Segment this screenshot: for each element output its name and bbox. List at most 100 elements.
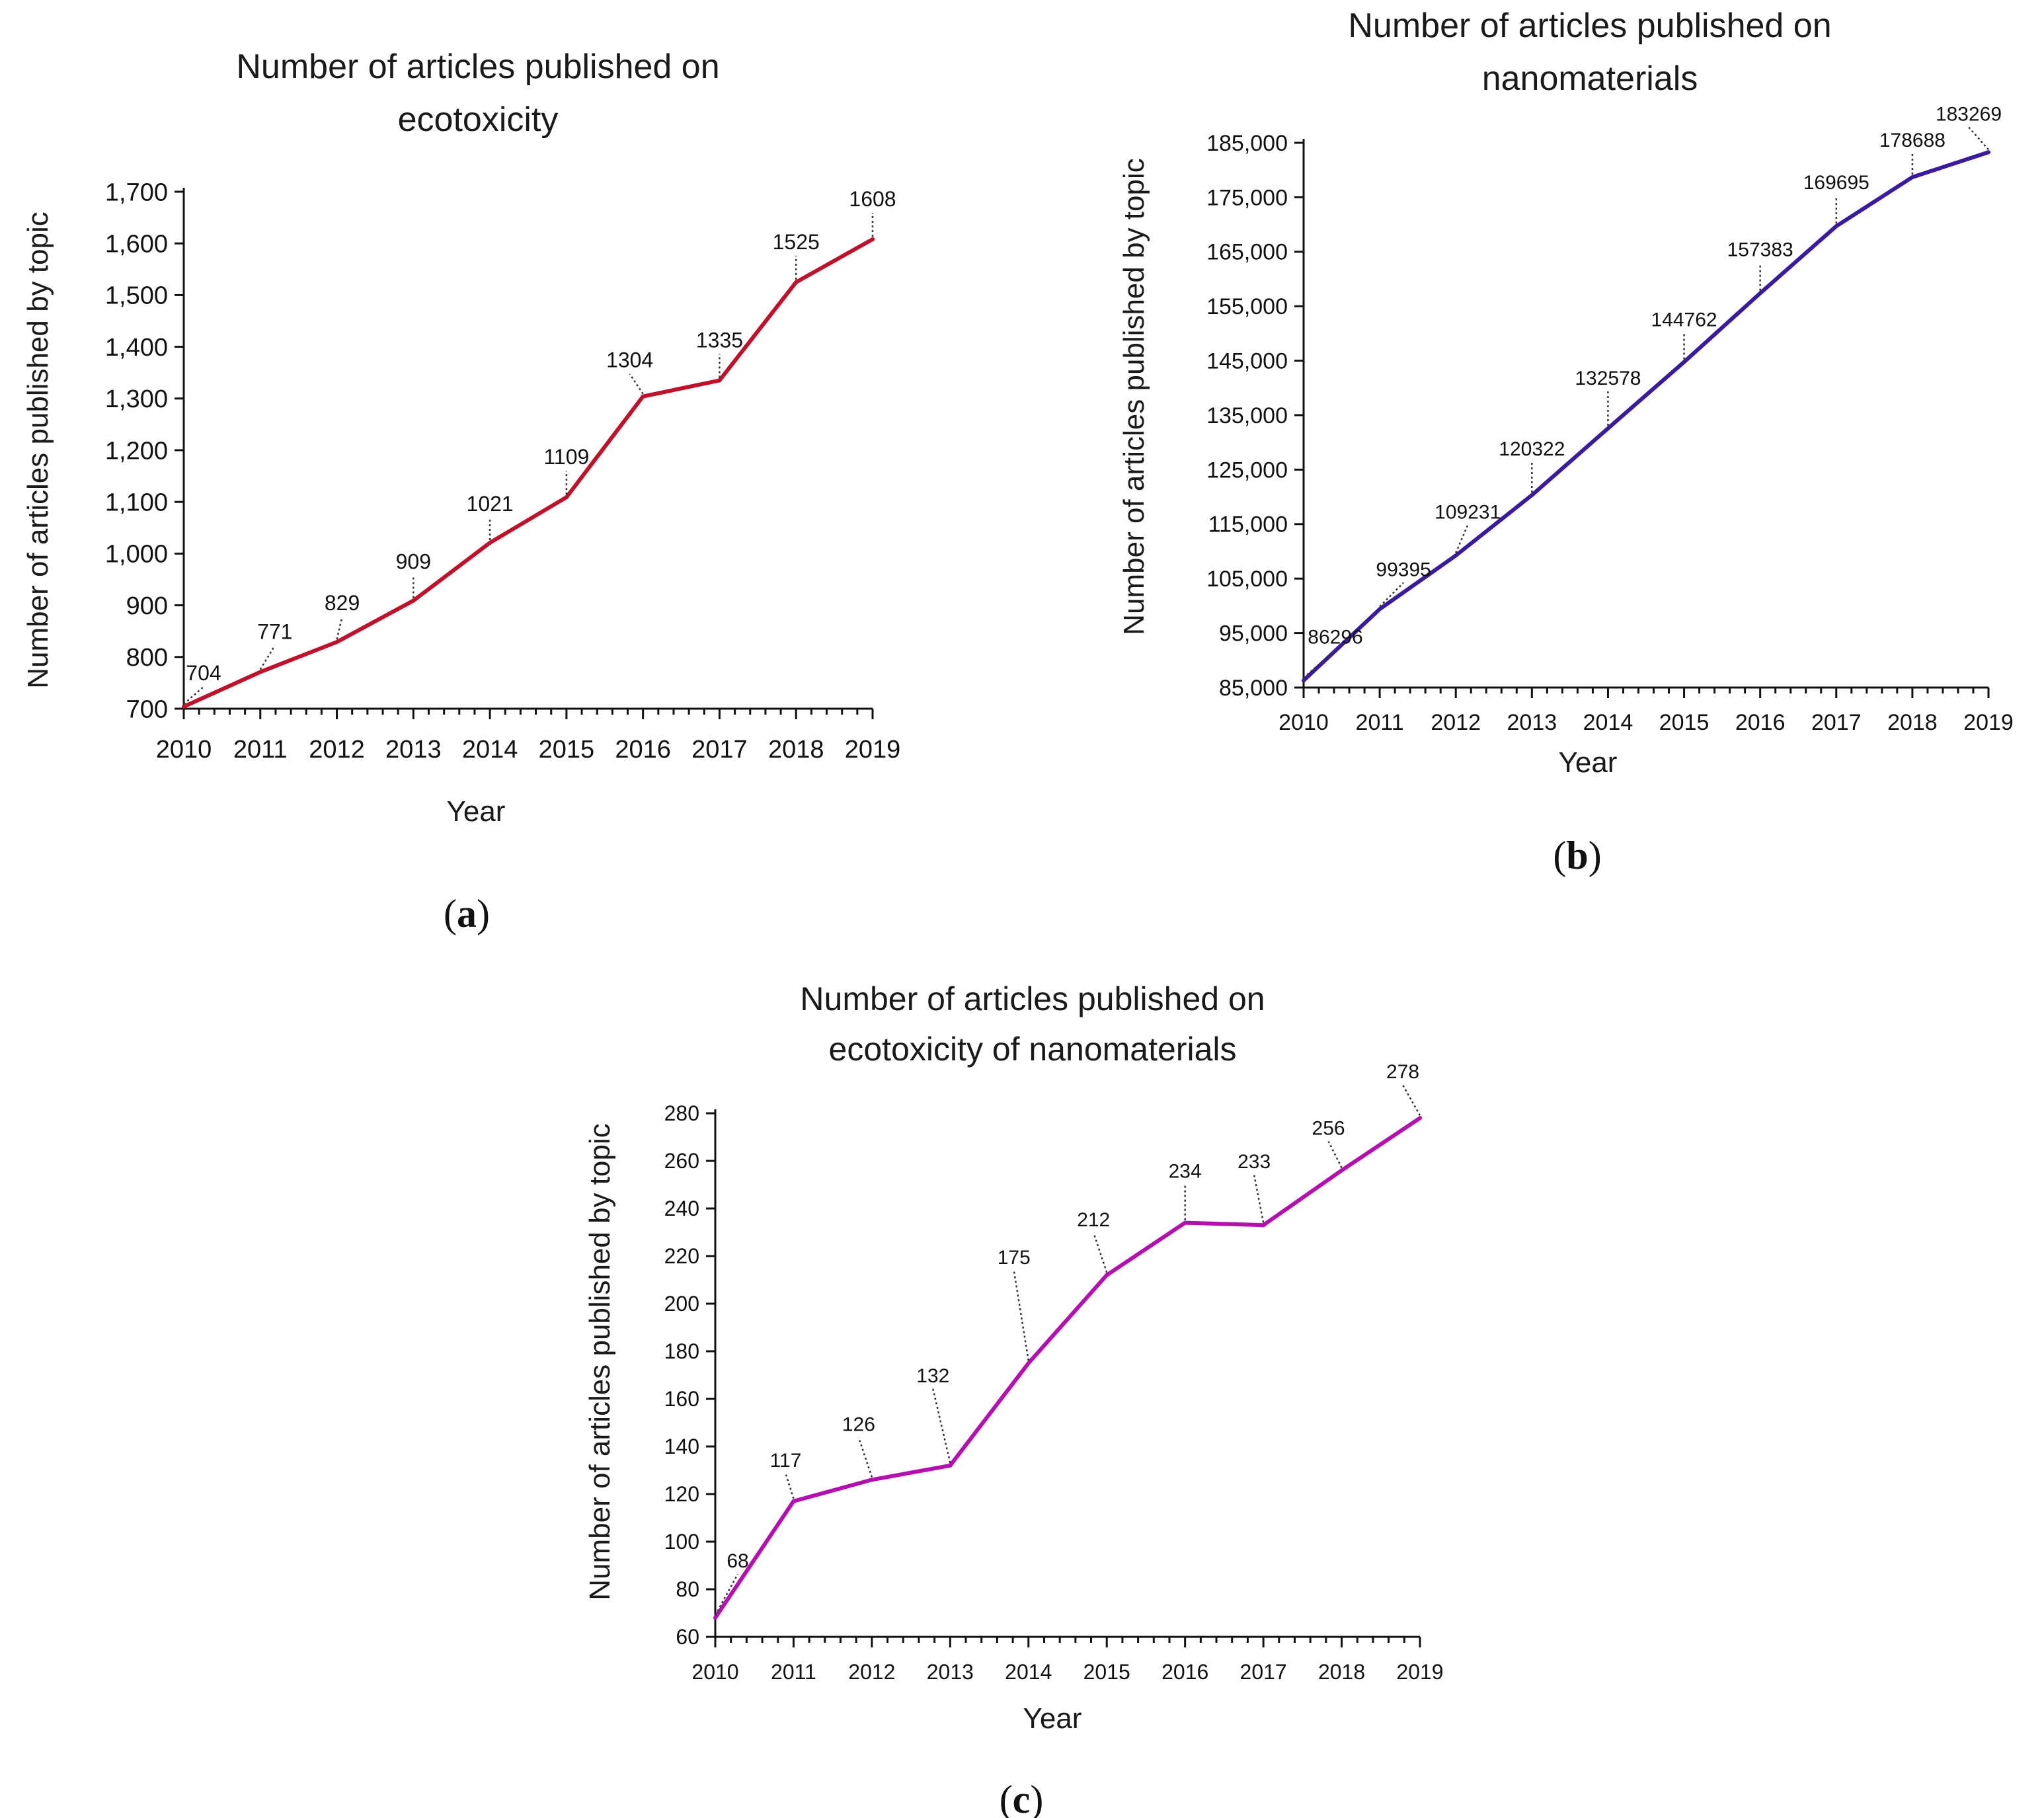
chart-a: Number of articles published on ecotoxici… (22, 48, 900, 935)
x-tick-label: 2014 (1583, 710, 1633, 735)
data-point (1834, 224, 1838, 229)
x-axis-title: Year (1559, 746, 1618, 779)
panel-label: (b) (1553, 834, 1601, 877)
panel-label-letter: b (1566, 834, 1588, 877)
chart-c: Number of articles published on ecotoxici… (584, 980, 1444, 1818)
data-label: 1021 (467, 492, 514, 516)
panel-label: (c) (1000, 1778, 1044, 1818)
data-label: 144762 (1651, 309, 1717, 331)
y-tick-label: 135,000 (1206, 403, 1288, 428)
chart-title-line: ecotoxicity (398, 100, 559, 139)
x-tick-label: 2015 (1659, 710, 1710, 735)
panel-label-close: ) (1030, 1778, 1043, 1818)
data-point (1302, 678, 1306, 683)
y-tick-label: 85,000 (1219, 676, 1288, 701)
data-point (411, 598, 416, 603)
y-tick-label: 260 (664, 1149, 699, 1173)
data-label-leader (1968, 126, 1989, 151)
x-tick-label: 2019 (1396, 1660, 1443, 1684)
series-line (182, 237, 875, 709)
x-tick-label: 2013 (927, 1660, 974, 1684)
y-tick-label: 1,600 (105, 231, 168, 258)
y-tick-label: 100 (664, 1530, 699, 1554)
x-tick-label: 2012 (309, 736, 365, 764)
x-tick-label: 2016 (615, 736, 671, 764)
data-label-leader (259, 645, 276, 670)
chart-title-line: nanomaterials (1482, 59, 1698, 98)
panel-label-close: ) (1589, 834, 1602, 877)
y-tick-label: 1,400 (105, 334, 168, 362)
data-point (713, 1616, 717, 1620)
data-label: 68 (727, 1550, 748, 1572)
data-label: 126 (842, 1413, 875, 1435)
y-tick-label: 95,000 (1219, 621, 1288, 647)
chart-title-line: Number of articles published on (800, 980, 1265, 1017)
y-tick-label: 220 (664, 1244, 699, 1268)
data-label: 132 (916, 1365, 949, 1387)
data-label: 909 (396, 550, 431, 574)
x-tick-label: 2013 (385, 736, 442, 764)
data-point (1105, 1273, 1109, 1277)
y-tick-label: 180 (664, 1339, 699, 1363)
x-tick-label: 2013 (1507, 710, 1557, 735)
data-point (1910, 175, 1914, 180)
x-tick-label: 2011 (1356, 710, 1404, 735)
panel-label-letter: c (1013, 1778, 1031, 1818)
data-point (488, 540, 492, 545)
data-point (1454, 553, 1458, 558)
x-tick-label: 2017 (1811, 710, 1862, 735)
data-point (182, 704, 186, 709)
y-tick-label: 240 (664, 1197, 699, 1220)
x-tick-label: 2016 (1735, 710, 1786, 735)
data-label: 234 (1169, 1161, 1202, 1183)
data-point (1026, 1361, 1031, 1365)
data-point (1339, 1168, 1344, 1173)
data-point (1682, 360, 1686, 364)
data-label-leader (1401, 1084, 1421, 1116)
data-label-leader (1253, 1174, 1265, 1223)
data-label: 1525 (773, 230, 820, 254)
data-point (1606, 426, 1610, 430)
y-tick-label: 1,100 (105, 489, 168, 517)
data-point (1418, 1116, 1422, 1121)
data-label: 704 (186, 661, 221, 685)
data-label-leader (714, 1573, 739, 1616)
series-line (1302, 150, 1990, 683)
data-label: 1335 (696, 328, 743, 352)
data-point (641, 394, 645, 399)
y-tick-label: 280 (664, 1101, 699, 1125)
data-label: 256 (1312, 1117, 1345, 1139)
data-label: 829 (325, 591, 360, 615)
data-label: 1608 (849, 187, 896, 211)
x-tick-label: 2012 (1431, 710, 1481, 735)
data-label: 109231 (1435, 501, 1501, 523)
data-point (1183, 1220, 1187, 1225)
x-tick-label: 2010 (156, 736, 212, 764)
y-tick-label: 1,500 (105, 282, 168, 310)
data-label: 278 (1386, 1061, 1419, 1083)
x-tick-label: 2012 (848, 1660, 895, 1684)
data-point (717, 378, 722, 383)
x-tick-label: 2019 (845, 736, 901, 764)
data-point (871, 237, 875, 241)
x-tick-label: 2018 (1318, 1660, 1365, 1684)
data-point (564, 495, 569, 500)
data-label-leader (1327, 1140, 1343, 1168)
charts-root: Number of articles published on ecotoxici… (22, 7, 2014, 1818)
data-point (1378, 607, 1382, 612)
y-tick-label: 155,000 (1206, 294, 1288, 319)
panel-label-open: ( (444, 892, 457, 935)
y-tick-label: 125,000 (1206, 457, 1288, 483)
y-tick-label: 80 (676, 1577, 699, 1601)
x-axis-title: Year (447, 795, 506, 828)
x-tick-label: 2017 (1240, 1660, 1287, 1684)
data-label: 86296 (1308, 626, 1362, 648)
x-tick-label: 2018 (1887, 710, 1938, 735)
data-label-leader (1013, 1270, 1030, 1361)
y-tick-label: 700 (126, 695, 168, 723)
y-tick-label: 105,000 (1206, 567, 1288, 592)
data-label-leader (629, 373, 644, 395)
y-tick-label: 140 (664, 1435, 699, 1458)
x-axis-title: Year (1023, 1702, 1082, 1735)
